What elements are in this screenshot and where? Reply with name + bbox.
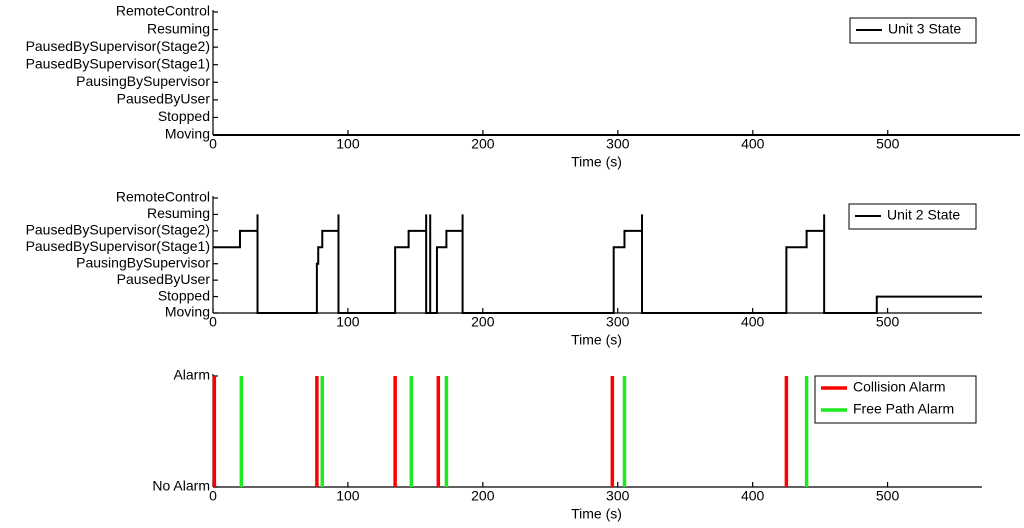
x-tick-label: 400 xyxy=(741,488,765,504)
y-tick-label: Moving xyxy=(165,304,210,320)
x-tick-label: 0 xyxy=(209,136,217,152)
legend-label: Unit 3 State xyxy=(888,21,961,37)
y-tick-label: No Alarm xyxy=(152,478,210,494)
y-tick-label: Resuming xyxy=(147,20,210,36)
x-tick-label: 200 xyxy=(471,136,495,152)
x-tick-label: 500 xyxy=(876,314,900,330)
x-axis-label: Time (s) xyxy=(571,332,622,348)
x-tick-label: 100 xyxy=(336,136,360,152)
y-tick-label: PausingBySupervisor xyxy=(76,73,210,89)
y-tick-label: Moving xyxy=(165,126,210,142)
legend-box xyxy=(814,375,977,424)
x-tick-label: 0 xyxy=(209,488,217,504)
x-tick-label: 500 xyxy=(876,488,900,504)
x-tick-label: 100 xyxy=(336,488,360,504)
x-tick-label: 100 xyxy=(336,314,360,330)
y-tick-label: RemoteControl xyxy=(116,3,210,19)
y-tick-label: RemoteControl xyxy=(116,189,210,205)
y-tick-label: PausedBySupervisor(Stage1) xyxy=(26,238,210,254)
y-tick-label: PausedBySupervisor(Stage2) xyxy=(26,38,210,54)
x-axis-label: Time (s) xyxy=(571,506,622,522)
x-tick-label: 400 xyxy=(741,136,765,152)
x-tick-label: 400 xyxy=(741,314,765,330)
y-tick-label: PausedBySupervisor(Stage1) xyxy=(26,55,210,71)
x-tick-label: 300 xyxy=(606,314,630,330)
x-tick-label: 0 xyxy=(209,314,217,330)
y-tick-label: Stopped xyxy=(158,108,210,124)
y-tick-label: Stopped xyxy=(158,287,210,303)
y-tick-label: PausedByUser xyxy=(117,271,211,287)
y-tick-label: Resuming xyxy=(147,205,210,221)
y-tick-label: PausingBySupervisor xyxy=(76,254,210,270)
y-tick-label: PausedByUser xyxy=(117,91,211,107)
y-tick-label: PausedBySupervisor(Stage2) xyxy=(26,222,210,238)
legend-label: Free Path Alarm xyxy=(853,401,954,417)
x-tick-label: 200 xyxy=(471,314,495,330)
x-tick-label: 300 xyxy=(606,136,630,152)
x-tick-label: 500 xyxy=(876,136,900,152)
state-line xyxy=(213,214,982,314)
x-axis-label: Time (s) xyxy=(571,154,622,170)
y-tick-label: Alarm xyxy=(173,367,210,383)
legend-label: Collision Alarm xyxy=(853,379,946,395)
x-tick-label: 300 xyxy=(606,488,630,504)
x-tick-label: 200 xyxy=(471,488,495,504)
legend-label: Unit 2 State xyxy=(887,207,960,223)
